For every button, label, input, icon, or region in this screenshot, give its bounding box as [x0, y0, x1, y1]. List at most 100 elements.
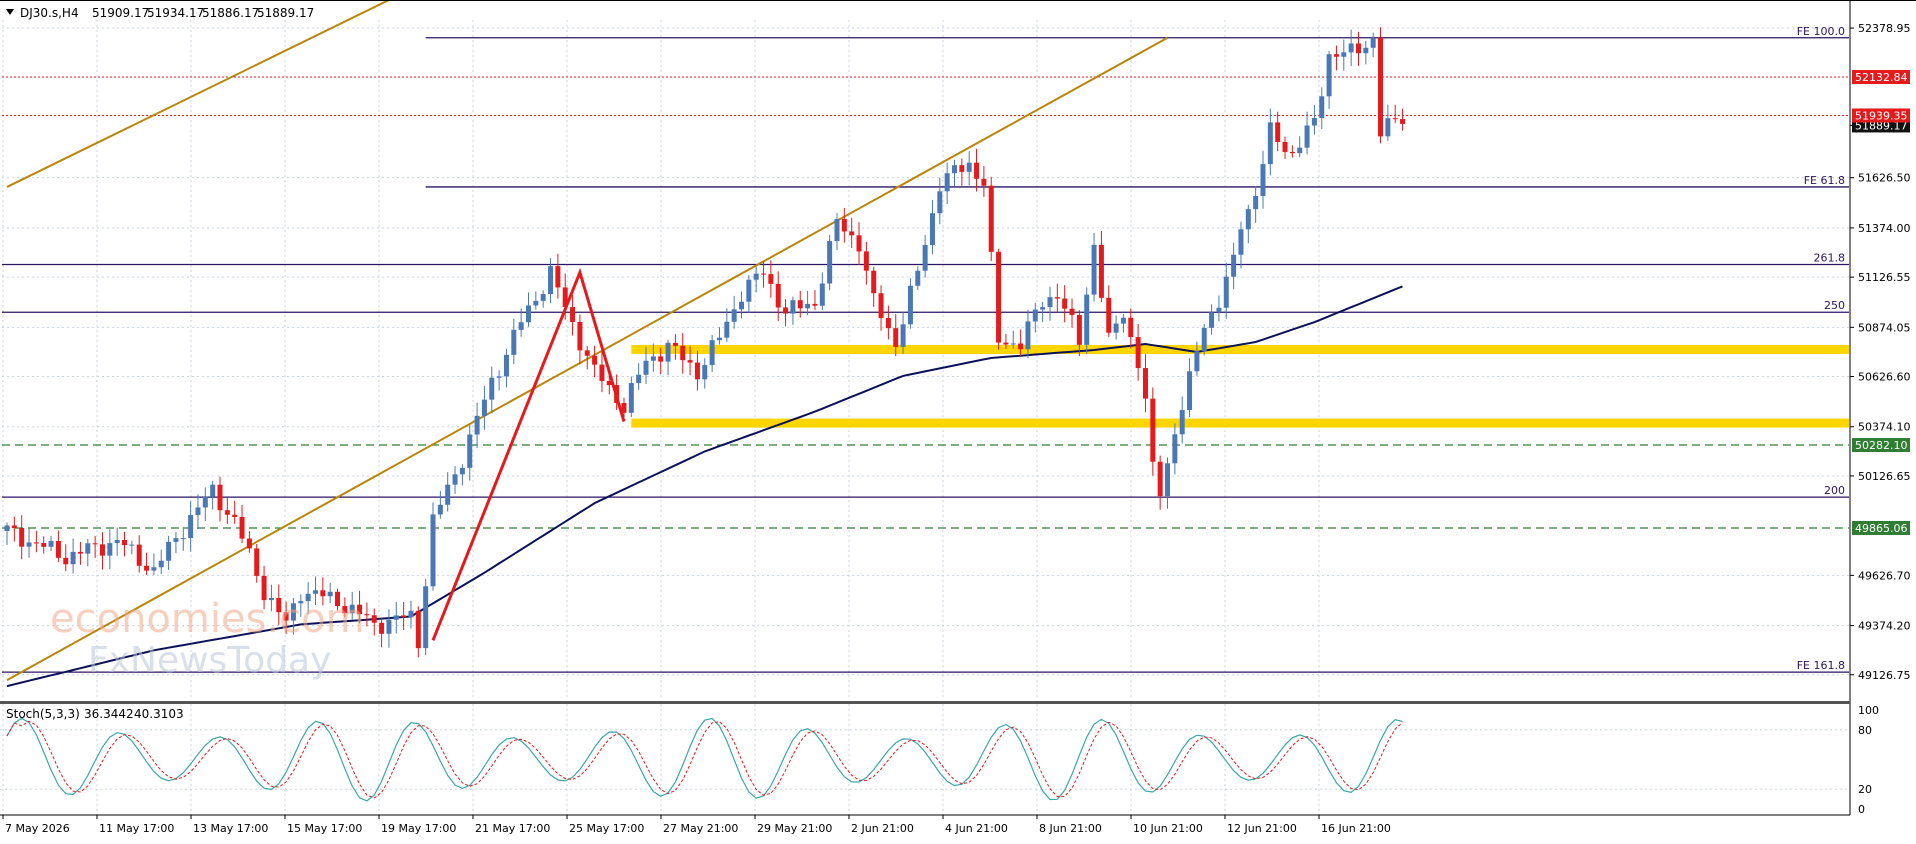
fibo-label-6: 250 [1824, 299, 1845, 312]
candle-body [1231, 254, 1237, 277]
candle-body [1010, 343, 1016, 345]
candle-body [19, 528, 25, 547]
candle-body [768, 274, 774, 284]
candle-body [1341, 52, 1347, 57]
channel-line-1 [6, 0, 390, 188]
fibo-label-8: 200 [1824, 484, 1845, 497]
time-tick-label: 15 May 17:00 [287, 822, 362, 835]
candle-body [687, 360, 693, 363]
price-tag-7: 50282.10 [1855, 439, 1908, 452]
candle-body [268, 598, 274, 601]
candle-body [937, 191, 943, 214]
candle-body [437, 504, 443, 515]
candle-body [1047, 297, 1053, 308]
candle-body [136, 544, 142, 566]
candle-body [503, 354, 509, 377]
candle-body [489, 377, 495, 400]
candle-body [665, 342, 671, 362]
candle-body [1003, 342, 1009, 345]
candle-body [173, 538, 179, 542]
candle-body [129, 544, 135, 546]
time-tick-label: 12 Jun 21:00 [1227, 822, 1297, 835]
price-tick-label: 51374.00 [1858, 222, 1911, 235]
candle-body [592, 355, 598, 365]
candle-body [1069, 308, 1075, 315]
candle-body [114, 539, 120, 544]
candle-body [276, 598, 282, 613]
dropdown-triangle-icon[interactable] [6, 9, 14, 15]
candle-body [658, 356, 664, 362]
candle-body [1253, 195, 1259, 210]
candle-body [481, 399, 487, 416]
candle-body [415, 610, 421, 649]
stoch-label: Stoch(5,3,3) [6, 707, 80, 721]
price-tag-2: 52132.84 [1855, 71, 1908, 84]
candle-body [1348, 43, 1354, 53]
candle-body [1304, 125, 1310, 148]
candle-body [364, 614, 370, 616]
candle-body [423, 586, 429, 649]
time-tick-label: 11 May 17:00 [99, 822, 174, 835]
price-tag-bg-2 [1852, 69, 1910, 84]
candle-body [871, 270, 877, 294]
time-tick-label: 25 May 17:00 [569, 822, 644, 835]
candle-body [548, 266, 554, 295]
candle-body [1032, 309, 1038, 322]
fibo-label-4: FE 61.8 [1804, 174, 1845, 187]
price-tag-9: 49865.06 [1855, 522, 1908, 535]
candle-body [636, 374, 642, 384]
candle-body [533, 300, 539, 306]
candle-body [408, 610, 414, 618]
candle-body [195, 507, 201, 516]
candle-body [1216, 307, 1222, 313]
candle-body [944, 173, 950, 192]
support-zone-1 [631, 345, 1850, 354]
candle-body [577, 321, 583, 351]
candle-body [1297, 147, 1303, 154]
candle-body [1311, 117, 1317, 126]
candle-body [1209, 312, 1215, 328]
low-value: 51886.17 [202, 6, 259, 20]
candle-body [885, 318, 891, 329]
time-tick-label: 21 May 17:00 [475, 822, 550, 835]
candle-body [1106, 297, 1112, 333]
candle-body [1142, 368, 1148, 399]
candle-body [1223, 276, 1229, 308]
candle-body [915, 270, 921, 286]
candle-body [1113, 323, 1119, 333]
candle-body [746, 279, 752, 302]
candle-body [202, 496, 208, 508]
candle-body [599, 364, 605, 381]
time-tick-label: 8 Jun 21:00 [1039, 822, 1102, 835]
time-tick-label: 2 Jun 21:00 [851, 822, 914, 835]
candle-body [753, 273, 759, 280]
candle-body [386, 619, 392, 634]
candle-body [1400, 119, 1406, 124]
candle-body [1378, 37, 1384, 137]
candle-body [1157, 461, 1163, 497]
price-tick-label: 50126.65 [1858, 470, 1911, 483]
stoch-header: Stoch(5,3,3) 36.3442 40.3103 [6, 707, 184, 721]
candle-body [1187, 371, 1193, 411]
candle-body [1238, 229, 1244, 255]
candle-body [1392, 118, 1398, 120]
candle-body [1076, 314, 1082, 345]
zigzag-line [431, 267, 626, 641]
candle-body [672, 342, 678, 346]
candle-body [643, 360, 649, 375]
candle-body [63, 557, 69, 565]
candle-body [55, 541, 61, 558]
time-tick-label: 10 Jun 21:00 [1133, 822, 1203, 835]
time-tick-label: 29 May 21:00 [757, 822, 832, 835]
candle-body [312, 590, 318, 594]
candle-body [496, 376, 502, 378]
candle-body [1333, 54, 1339, 57]
candle-body [863, 251, 869, 271]
stoch-tick-label: 20 [1858, 783, 1872, 796]
candle-body [819, 283, 825, 306]
stoch-tick-label: 80 [1858, 724, 1872, 737]
candle-body [166, 541, 172, 561]
candle-body [107, 543, 113, 556]
